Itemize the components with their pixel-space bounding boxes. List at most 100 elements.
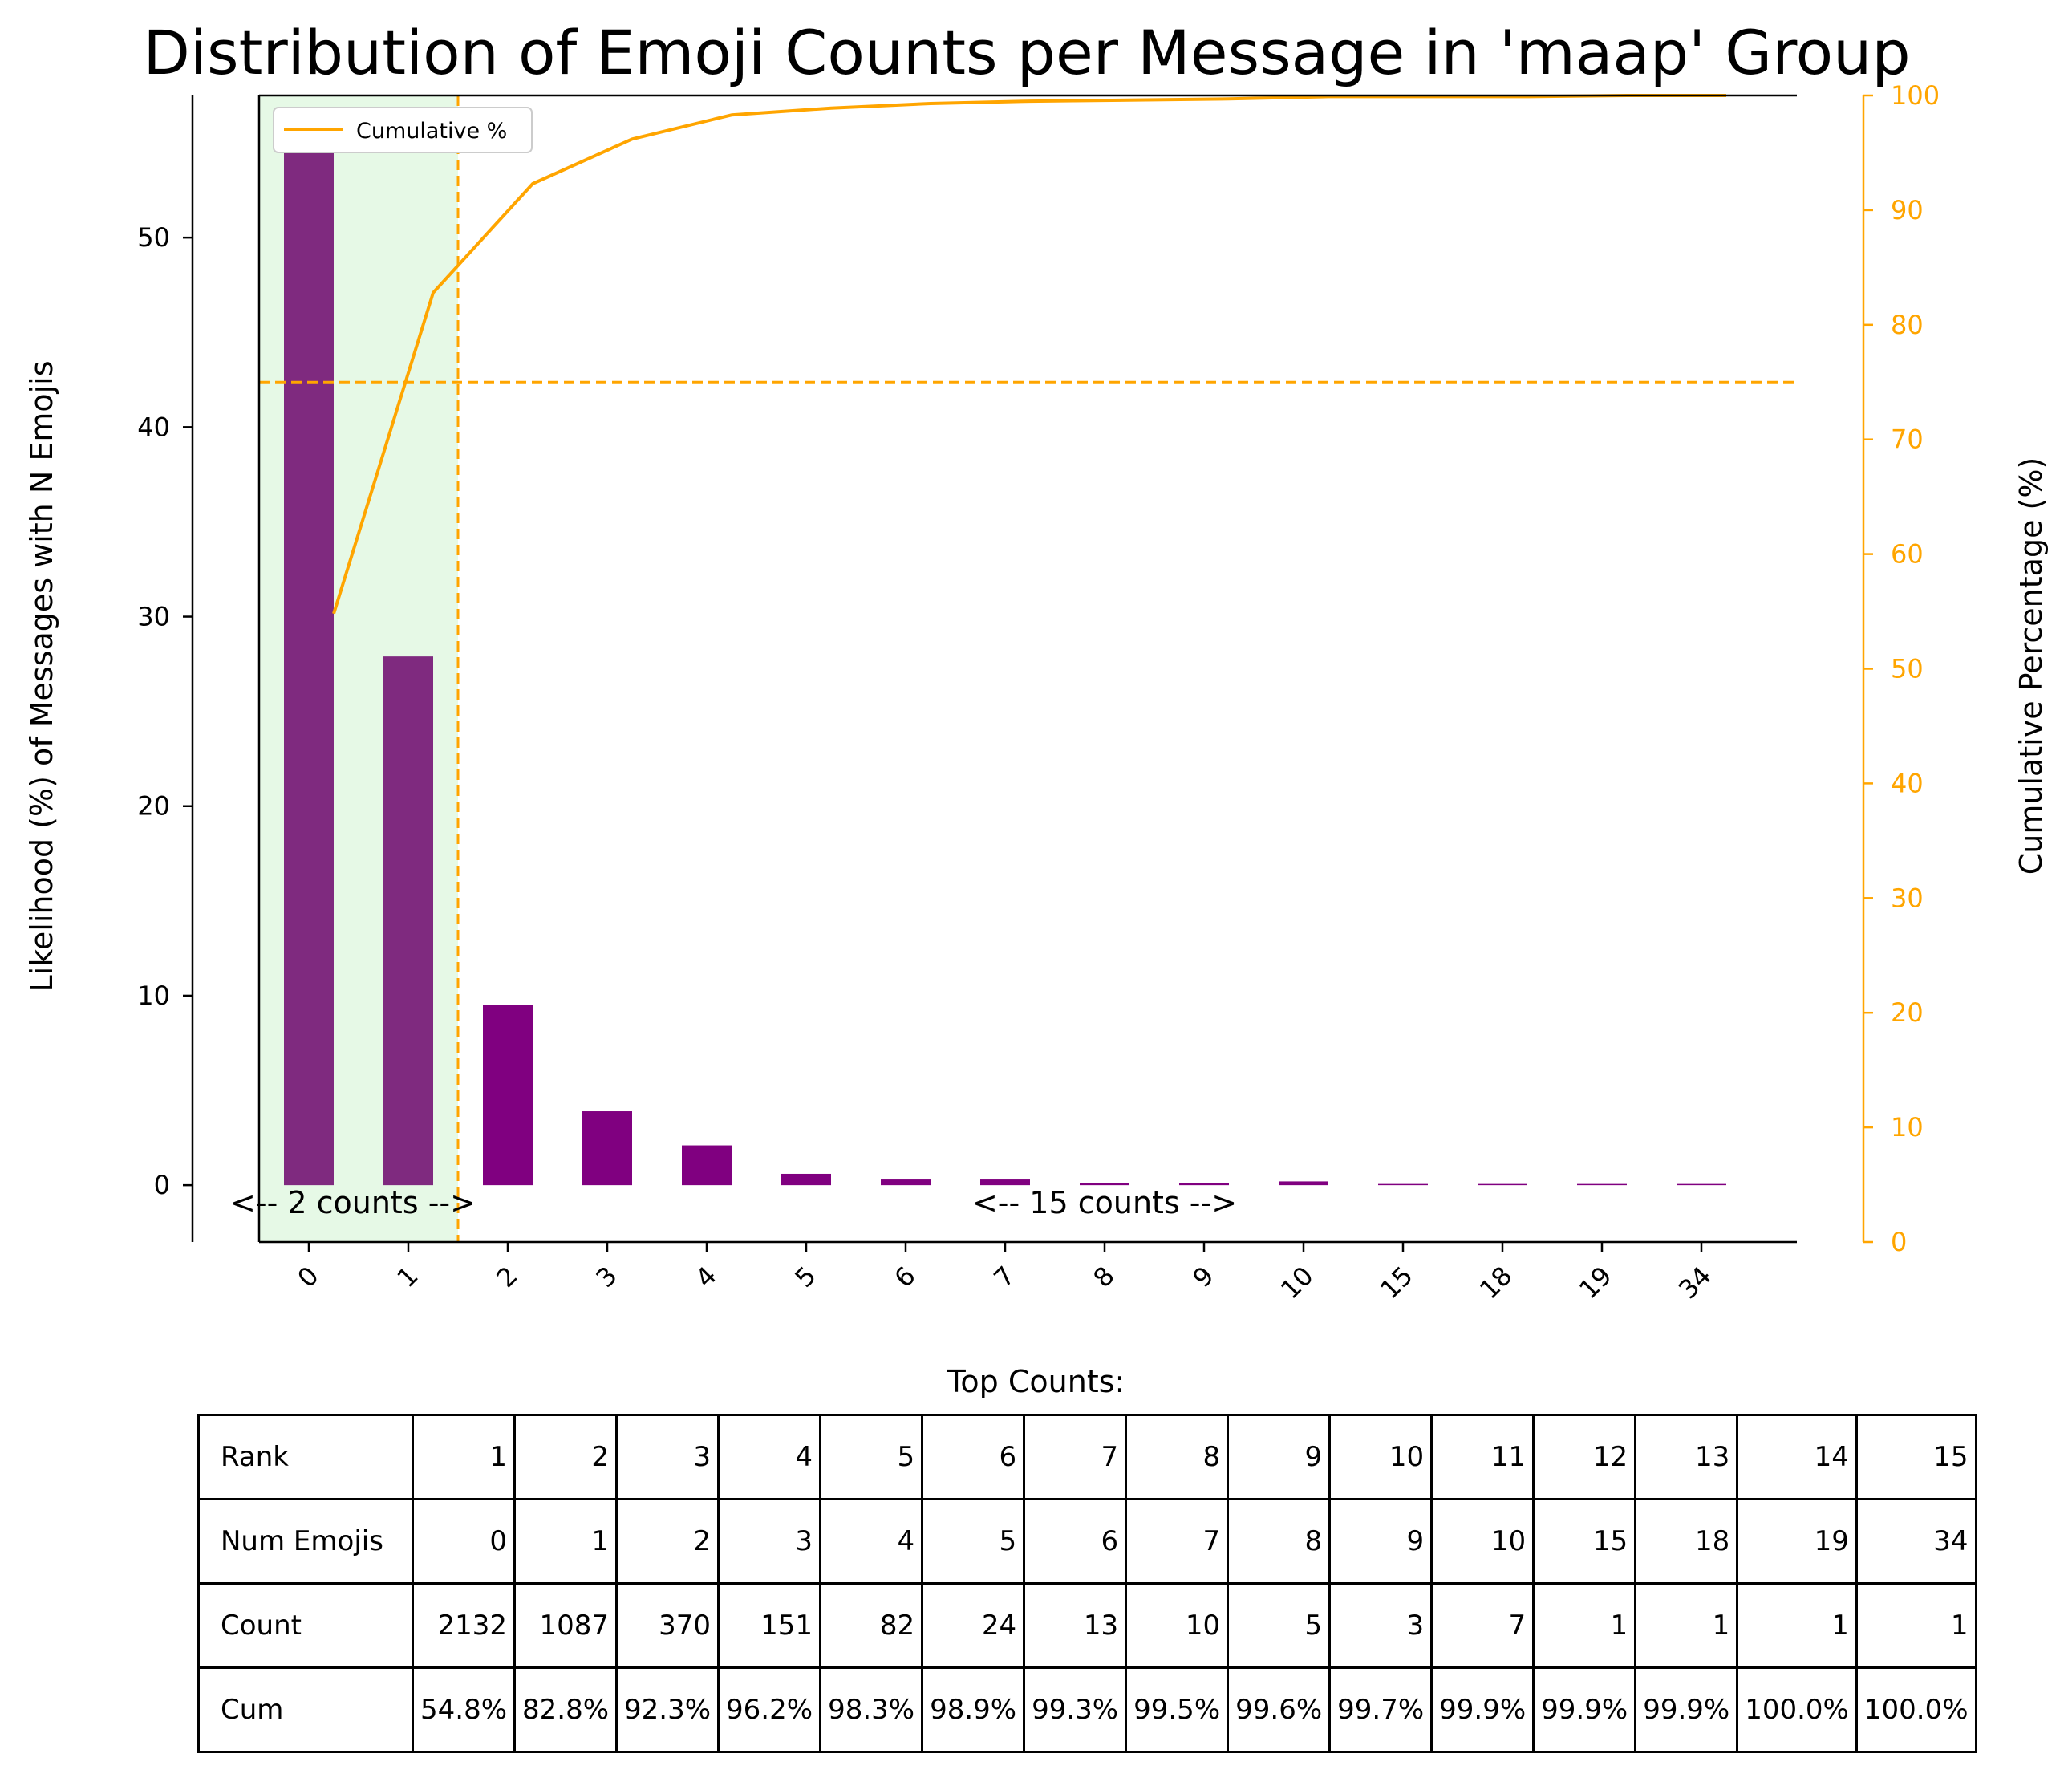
table-cell: 3 (1328, 1582, 1433, 1669)
top-counts-table: Rank 1 2 3 4 5 6 7 8 9 10 11 12 13 14 15 Num Emojis 0 1 2 3 4… (197, 1414, 1977, 1753)
y2-tick-label: 80 (1891, 310, 1924, 340)
table-row-num-emojis: Num Emojis 0 1 2 3 4 5 6 7 8 9 10 15 18 19 34 (197, 1498, 1977, 1585)
bar-7 (980, 1179, 1030, 1186)
y2-tick-label: 30 (1891, 883, 1924, 913)
y2-tick-label: 60 (1891, 539, 1924, 570)
table-cell: 7 (1023, 1414, 1128, 1500)
table-cell: 99.9% (1430, 1666, 1535, 1753)
table-cell: 15 (1855, 1414, 1977, 1500)
bar-18 (1478, 1183, 1527, 1186)
table-cell: 1 (411, 1414, 517, 1500)
table-cell: 9 (1227, 1414, 1332, 1500)
table-cell: 92.3% (615, 1666, 720, 1753)
bar-5 (781, 1173, 831, 1186)
legend-box (273, 107, 533, 153)
y2-tick-label: 90 (1891, 195, 1924, 225)
table-cell: 96.2% (717, 1666, 822, 1753)
bar-2 (483, 1005, 533, 1186)
table-cell: 13 (1023, 1582, 1128, 1669)
y2-tick-label: 70 (1891, 424, 1924, 455)
annotation-right-counts: <-- 15 counts --> (972, 1185, 1237, 1220)
table-row-rank: Rank 1 2 3 4 5 6 7 8 9 10 11 12 13 14 15 (197, 1414, 1977, 1500)
table-cell: 1 (513, 1498, 618, 1585)
table-cell: 15 (1532, 1498, 1637, 1585)
y-tick-label: 50 (137, 222, 170, 253)
table-cell: 98.3% (819, 1666, 924, 1753)
table-cell: 1 (1855, 1582, 1977, 1669)
table-cell: 2 (615, 1498, 720, 1585)
table-cell: 54.8% (411, 1666, 517, 1753)
table-cell: 2 (513, 1414, 618, 1500)
table-cell: 12 (1532, 1414, 1637, 1500)
table-cell: 2132 (411, 1582, 517, 1669)
y2-tick-label: 0 (1891, 1227, 1907, 1257)
table-cell: 100.0% (1855, 1666, 1977, 1753)
table-cell: 7 (1125, 1498, 1230, 1585)
table-cell: 6 (921, 1414, 1026, 1500)
table-cell: 6 (1023, 1498, 1128, 1585)
table-cell: 99.3% (1023, 1666, 1128, 1753)
y-tick-label: 40 (137, 412, 170, 442)
table-cell: 10 (1328, 1414, 1433, 1500)
bar-15 (1378, 1183, 1428, 1186)
table-cell: 82.8% (513, 1666, 618, 1753)
table-cell: 99.5% (1125, 1666, 1230, 1753)
bar-19 (1577, 1183, 1627, 1186)
table-cell: 99.6% (1227, 1666, 1332, 1753)
table-cell: 151 (717, 1582, 822, 1669)
table-cell: 1087 (513, 1582, 618, 1669)
table-cell: 4 (819, 1498, 924, 1585)
table-cell: 10 (1430, 1498, 1535, 1585)
table-row-count: Count 2132 1087 370 151 82 24 13 10 5 3 7 1 1 1 1 (197, 1582, 1977, 1669)
y-tick-label: 0 (154, 1170, 170, 1200)
table-cell: 82 (819, 1582, 924, 1669)
bar-10 (1279, 1181, 1328, 1186)
cumulative-line (332, 94, 1726, 615)
table-cell: 3 (717, 1498, 822, 1585)
table-cell: 99.7% (1328, 1666, 1433, 1753)
bar-3 (582, 1111, 632, 1186)
y2-tick-label: 40 (1891, 768, 1924, 798)
table-cell: 24 (921, 1582, 1026, 1669)
bar-6 (881, 1179, 931, 1186)
table-cell: 14 (1736, 1414, 1858, 1500)
table-cell: 99.9% (1634, 1666, 1739, 1753)
table-cell: 8 (1227, 1498, 1332, 1585)
bar-1 (383, 656, 433, 1186)
table-cell: 19 (1736, 1498, 1858, 1585)
bar-9 (1179, 1183, 1229, 1186)
table-cell: 99.9% (1532, 1666, 1637, 1753)
bar-0 (284, 146, 334, 1186)
table-cell: 18 (1634, 1498, 1739, 1585)
y-tick-label: 20 (137, 791, 170, 822)
table-cell: 13 (1634, 1414, 1739, 1500)
y2-tick-label: 100 (1891, 80, 1940, 111)
table-title: Top Counts: (947, 1364, 1125, 1399)
table-cell: 98.9% (921, 1666, 1026, 1753)
table-cell: 5 (819, 1414, 924, 1500)
row-label: Rank (197, 1414, 414, 1500)
table-cell: 1 (1634, 1582, 1739, 1669)
y2-tick-label: 10 (1891, 1112, 1924, 1143)
row-label: Count (197, 1582, 414, 1669)
chart-title: Distribution of Emoji Counts per Message… (143, 17, 1910, 88)
y2-tick-label: 50 (1891, 654, 1924, 684)
table-cell: 1 (1736, 1582, 1858, 1669)
legend-label: Cumulative % (356, 119, 507, 144)
table-cell: 10 (1125, 1582, 1230, 1669)
table-cell: 5 (1227, 1582, 1332, 1669)
table-cell: 3 (615, 1414, 720, 1500)
table-cell: 34 (1855, 1498, 1977, 1585)
table-cell: 11 (1430, 1414, 1535, 1500)
table-row-cum: Cum 54.8% 82.8% 92.3% 96.2% 98.3% 98.9% 99.3% 99… (197, 1666, 1977, 1753)
legend: Cumulative % (273, 107, 533, 153)
table-cell: 100.0% (1736, 1666, 1858, 1753)
table-cell: 1 (1532, 1582, 1637, 1669)
y2-axis-label: Cumulative Percentage (%) (2013, 457, 2049, 875)
table-cell: 8 (1125, 1414, 1230, 1500)
annotation-left-counts: <-- 2 counts --> (230, 1185, 476, 1220)
y-tick-label: 30 (137, 602, 170, 632)
y2-tick-label: 20 (1891, 997, 1924, 1028)
table-cell: 5 (921, 1498, 1026, 1585)
